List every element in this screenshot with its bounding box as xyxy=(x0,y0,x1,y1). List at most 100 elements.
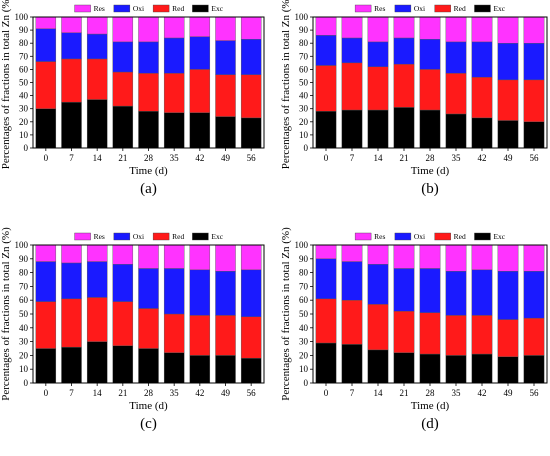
x-tick-label: 49 xyxy=(221,153,231,163)
bar-segment-oxi xyxy=(341,37,363,64)
bar-segment-exc xyxy=(86,99,108,149)
bar-segment-res xyxy=(471,244,493,271)
bar-segment-red xyxy=(315,298,337,344)
bar-segment-res xyxy=(419,16,441,40)
y-tick-label: 20 xyxy=(19,350,29,360)
legend-label-exc: Exc xyxy=(211,4,223,13)
x-tick-label: 56 xyxy=(530,153,540,163)
y-tick-label: 0 xyxy=(304,378,309,388)
bar-segment-res xyxy=(240,244,262,271)
bar-segment-red xyxy=(215,315,236,356)
chart-panel-3: 0 7 14 21 28 35 42 49 56 0 10 20 30 40 50 60 70 80 90 100Pe… xyxy=(280,227,548,432)
bar-segment-res xyxy=(189,244,211,271)
bar-segment-res xyxy=(445,244,467,272)
bar-segment-res xyxy=(393,16,415,39)
y-axis-label: Percentages of fractions in total Zn (%) xyxy=(280,0,292,169)
bar-segment-exc xyxy=(445,113,467,149)
bar-segment-oxi xyxy=(471,41,493,78)
x-tick-label: 49 xyxy=(504,153,514,163)
y-tick-label: 50 xyxy=(299,78,309,88)
bar-segment-oxi xyxy=(240,39,262,75)
bar-segment-res xyxy=(215,244,236,272)
legend-swatch-oxi xyxy=(394,232,412,241)
panel-label: (d) xyxy=(421,416,439,432)
legend-label-red: Red xyxy=(454,232,466,241)
bar-segment-exc xyxy=(393,107,415,149)
bar-segment-oxi xyxy=(189,269,211,316)
y-axis-label: Percentages of fractions in total Zn (%) xyxy=(0,0,12,169)
y-tick-label: 20 xyxy=(299,350,309,360)
bar-segment-exc xyxy=(61,346,82,384)
bar-segment-exc xyxy=(523,121,545,149)
bar-segment-res xyxy=(341,244,363,262)
x-tick-label: 0 xyxy=(44,153,49,163)
x-tick-label: 7 xyxy=(69,388,74,398)
x-tick-label: 14 xyxy=(374,388,384,398)
bar-segment-red xyxy=(112,71,134,107)
bar-segment-exc xyxy=(471,117,493,149)
bar-segment-red xyxy=(367,304,389,351)
bar-segment-res xyxy=(138,16,159,43)
y-tick-label: 40 xyxy=(299,91,309,101)
y-tick-label: 30 xyxy=(19,104,29,114)
legend-swatch-red xyxy=(152,4,170,13)
bar-segment-res xyxy=(163,16,185,39)
bar-segment-exc xyxy=(445,355,467,384)
bar-segment-res xyxy=(445,16,467,43)
bar-segment-red xyxy=(393,63,415,108)
legend-label-res: Res xyxy=(374,4,385,13)
x-axis-label: Time (d) xyxy=(129,400,168,412)
bar-segment-res xyxy=(367,244,389,265)
bar-segment-red xyxy=(445,315,467,356)
legend-label-exc: Exc xyxy=(493,4,505,13)
y-tick-label: 40 xyxy=(19,91,29,101)
bar-segment-red xyxy=(35,61,57,109)
x-tick-label: 0 xyxy=(324,153,329,163)
bar-segment-red xyxy=(61,298,82,348)
bar-segment-exc xyxy=(471,353,493,384)
bar-segment-exc xyxy=(419,353,441,384)
y-tick-label: 50 xyxy=(19,309,29,319)
bar-segment-exc xyxy=(240,117,262,149)
y-tick-label: 100 xyxy=(295,240,309,250)
bar-segment-red xyxy=(497,79,519,121)
legend-label-oxi: Oxi xyxy=(133,232,144,241)
x-tick-label: 35 xyxy=(452,153,462,163)
x-axis-label: Time (d) xyxy=(129,165,168,177)
x-tick-label: 42 xyxy=(195,153,204,163)
bar-segment-res xyxy=(138,244,159,269)
y-tick-label: 90 xyxy=(299,25,309,35)
bar-segment-red xyxy=(315,65,337,112)
x-tick-label: 56 xyxy=(247,153,257,163)
legend-label-oxi: Oxi xyxy=(414,232,425,241)
y-tick-label: 100 xyxy=(295,12,309,22)
bar-segment-red xyxy=(341,300,363,345)
bar-segment-red xyxy=(419,69,441,111)
bar-segment-res xyxy=(112,16,134,43)
legend: Res Oxi Red Exc xyxy=(74,4,224,13)
legend-swatch-red xyxy=(434,4,451,13)
legend-swatch-res xyxy=(354,232,372,241)
legend-swatch-red xyxy=(152,232,170,241)
bar-segment-oxi xyxy=(61,262,82,300)
bar-segment-oxi xyxy=(138,41,159,74)
y-tick-label: 60 xyxy=(299,295,309,305)
y-tick-label: 30 xyxy=(19,337,29,347)
bar-segment-exc xyxy=(215,355,236,384)
panel-label: (c) xyxy=(140,416,157,432)
bar-segment-oxi xyxy=(367,41,389,67)
bar-segment-red xyxy=(189,69,211,113)
x-tick-label: 14 xyxy=(374,153,384,163)
legend-swatch-oxi xyxy=(113,4,131,13)
x-tick-label: 42 xyxy=(195,388,204,398)
bar-segment-exc xyxy=(163,352,185,384)
legend: Res Oxi Red Exc xyxy=(74,232,224,241)
legend-label-oxi: Oxi xyxy=(414,4,425,13)
legend-swatch-exc xyxy=(474,4,491,13)
x-tick-label: 56 xyxy=(530,388,540,398)
bar-segment-res xyxy=(367,16,389,43)
x-tick-label: 7 xyxy=(69,153,74,163)
bar-segment-exc xyxy=(367,349,389,384)
x-tick-label: 7 xyxy=(350,153,355,163)
bar-segment-oxi xyxy=(35,261,57,302)
